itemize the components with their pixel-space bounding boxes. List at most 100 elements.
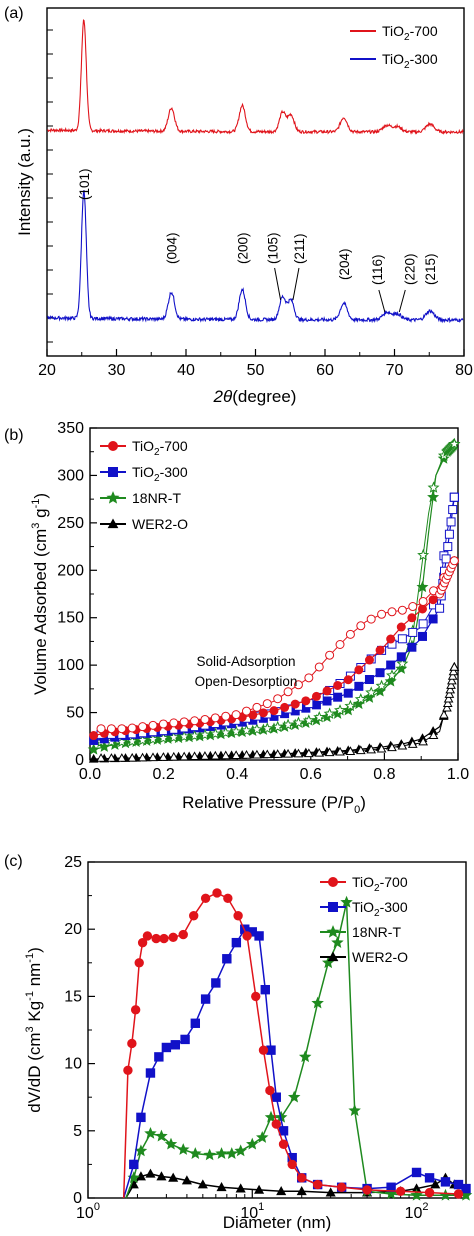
panel-b-xlabel-main: Relative Pressure (P/P	[182, 793, 354, 812]
panel-c-series-1-point-6	[170, 1040, 181, 1050]
panel-c-series-0-point-14	[223, 893, 233, 903]
panel-c-series-3-point-3	[145, 1168, 156, 1178]
panel-b-series-1-steep-point-4	[441, 554, 451, 564]
panel-b-xlabel: Relative Pressure (P/P0)	[182, 793, 366, 816]
panel-b-series-0-ads-point-22	[322, 686, 332, 696]
panel-c-series-0-point-10	[178, 929, 188, 940]
panel-b-series-3-des-point-16	[262, 749, 273, 759]
panel-b-legend-entry-2: 18NR-T	[100, 490, 181, 506]
panel-a-legend-label-1-suffix: -300	[410, 51, 438, 67]
panel-b-series-0-ads-point-26	[364, 655, 374, 665]
panel-c-series-1-point-3	[145, 1068, 156, 1078]
panel-c-series-0-point-7	[151, 933, 161, 944]
panel-b-legend-marker-3	[107, 518, 119, 529]
panel-b-series-1-steep-point-9	[449, 492, 459, 502]
panel-b-series-2-des-point-24	[344, 699, 357, 712]
panel-b-series-1-ads-line	[89, 497, 455, 742]
panel-c-legend-label-1-sub: 2	[374, 908, 380, 919]
panel-b-series-3-des-point-3	[127, 752, 138, 762]
panel-b-series-0-ads-point-20	[301, 696, 311, 706]
panel-b-legend-label-0-suffix: -700	[160, 438, 188, 454]
panel-c-series-0-point-11	[189, 911, 199, 921]
panel-c-series-3-point-13	[325, 1187, 336, 1197]
panel-c-series-3-point-11	[276, 1186, 287, 1196]
panel-c-series-1-point-10	[211, 978, 221, 988]
panel-b-series-2-des-point-16	[261, 722, 274, 734]
panel-b-series-0-ads-point-0	[89, 731, 99, 741]
panel-b-series-0-des-point-22	[325, 650, 335, 660]
panel-b-series-0-des-point-25	[356, 621, 366, 631]
panel-c-legend-marker-0	[328, 877, 338, 887]
panel-b-ytick-label-3: 150	[57, 610, 84, 627]
panel-b-series-3-des-point-24	[345, 746, 356, 755]
panel-b-series-0-ads-point-23	[333, 680, 343, 690]
panel-c-series-2-point-6	[177, 1143, 190, 1155]
panel-c-xtick-label-1: 101	[240, 1201, 264, 1222]
panel-c-series-1-point-8	[190, 1018, 201, 1028]
panel-c-series-2-point-10	[225, 1147, 238, 1159]
panel-c-legend-label-0: TiO2-700	[352, 874, 408, 894]
panel-b-series-0-des-point-8	[179, 717, 189, 727]
panel-a-peak-label-4: (211)	[292, 233, 307, 264]
panel-c-ytick-label-3: 15	[64, 988, 82, 1005]
panel-c-series-3-point-4	[156, 1171, 167, 1181]
panel-a-arrow-3	[398, 289, 406, 313]
panel-a-arrow-0	[274, 267, 282, 301]
panel-b-ylabel: Volume Adsorbed (cm3 g-1)	[30, 493, 50, 695]
panel-b-legend-label-2: 18NR-T	[132, 490, 181, 506]
panel-c-legend-label-0-suffix: -700	[380, 874, 408, 890]
panel-b-series-2-des-point-25	[354, 693, 367, 705]
panel-b-series-0-ads-point-15	[248, 710, 258, 720]
panel-b-series-2-des-point-21	[313, 711, 326, 723]
panel-c-xtick-label-2-exp: 2	[422, 1201, 428, 1213]
panel-c-series-2-point-17	[298, 1050, 312, 1063]
panel-b-xtick-label-4: 0.8	[373, 766, 395, 783]
panel-b-series-3-des-point-4	[137, 752, 148, 762]
panel-b-series-3-steep-point-1	[442, 698, 453, 707]
panel-b-series-2-des-point-19	[292, 716, 305, 728]
panel-b-legend-entry-3: WER2-O	[100, 516, 188, 532]
panel-c-legend-marker-3	[327, 951, 339, 962]
panel-b-series-2	[87, 437, 461, 755]
panel-c-series-1-point-18	[271, 1092, 281, 1102]
panel-c-series-0-point-19	[265, 1085, 275, 1096]
panel-b-series-3-des-point-23	[335, 746, 345, 756]
panel-b-series-3-des-point-6	[158, 752, 169, 761]
panel-b-series-1-ads-point-24	[343, 688, 353, 698]
panel-b-ytick-label-0: 0	[75, 752, 84, 769]
panel-b-series-0-des-point-29	[397, 605, 407, 615]
panel-b-series	[87, 437, 461, 763]
panel-c-series-1-point-11	[222, 954, 232, 964]
panel-b-series-0-des-line	[126, 560, 455, 730]
panel-c-series-2-point-13	[256, 1130, 269, 1143]
panel-b-series-2-des-point-23	[334, 704, 347, 716]
panel-a-series	[47, 19, 464, 324]
panel-b-series-0-ads-point-21	[311, 691, 321, 701]
panel-a-peak-label-1: (004)	[164, 232, 179, 264]
panel-b-series-3-steep-point-0	[442, 702, 452, 712]
panel-b-series-3-steep-point-4	[445, 684, 456, 694]
panel-b-series-3-des-point-21	[314, 747, 325, 757]
panel-a-xtick-label-4: 60	[316, 362, 334, 379]
panel-c-series-0-point-18	[258, 1045, 269, 1055]
panel-c-series-0-point-1	[123, 1065, 133, 1076]
panel-b-ylabel-end: )	[31, 493, 50, 499]
panel-b-series-1-ads-point-30	[407, 642, 417, 652]
panel-c-legend-entry-3: WER2-O	[320, 949, 408, 965]
panel-c-series-2-point-21	[340, 895, 353, 908]
panel-b-series-2-ads-point-28	[384, 675, 397, 687]
panel-c-series-0-point-17	[251, 991, 261, 1002]
panel-b-series-2-des-point-9	[188, 729, 201, 741]
panel-b-series-3-des-point-26	[366, 744, 377, 754]
panel-a-legend-label-1-main: TiO	[382, 51, 404, 67]
panel-c-series-1-point-5	[161, 1042, 172, 1053]
panel-c-ytick-label-2: 10	[64, 1056, 82, 1073]
panel-c-ylabel: dV/dD (cm3 Kg-1 nm-1)	[24, 947, 44, 1113]
panel-b-legend-label-2-main: 18NR-T	[132, 490, 181, 506]
panel-c-series-2-point-25	[410, 1188, 423, 1201]
panel-b-series-0-des-point-7	[169, 718, 179, 728]
panel-c-series-3-point-9	[235, 1183, 246, 1193]
panel-c-series-0-point-6	[142, 931, 153, 941]
panel-c-legend-entry-2: 18NR-T	[320, 924, 401, 940]
